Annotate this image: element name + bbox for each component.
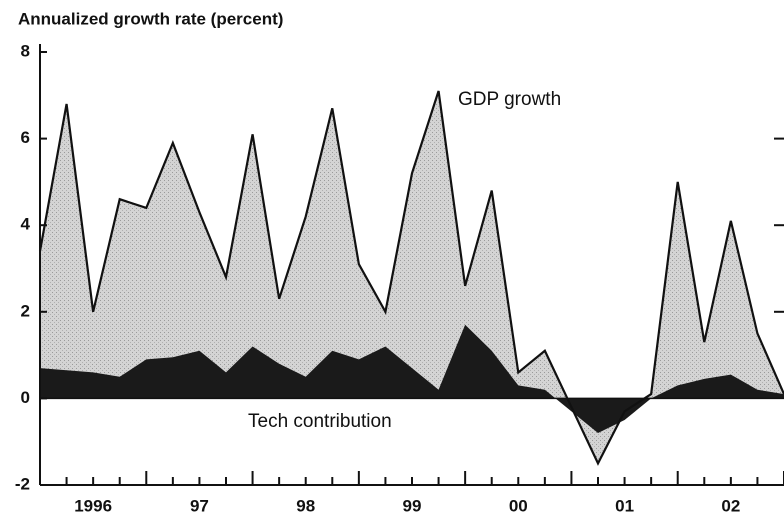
x-tick-label: 99 bbox=[403, 496, 422, 515]
y-tick-label: 2 bbox=[21, 301, 30, 320]
y-tick-label: 6 bbox=[21, 128, 30, 147]
chart-title: Annualized growth rate (percent) bbox=[18, 9, 283, 28]
series-label: Tech contribution bbox=[248, 411, 392, 432]
x-tick-label: 02 bbox=[721, 496, 740, 515]
x-tick-label: 00 bbox=[509, 496, 528, 515]
area bbox=[40, 90, 784, 464]
y-tick-label: -2 bbox=[15, 474, 30, 493]
y-tick-label: 4 bbox=[21, 215, 31, 234]
y-tick-label: 0 bbox=[21, 388, 30, 407]
x-tick-label: 1996 bbox=[74, 496, 112, 515]
area bbox=[40, 324, 784, 434]
line bbox=[38, 90, 784, 466]
x-tick-label: 98 bbox=[296, 496, 315, 515]
x-tick-label: 97 bbox=[190, 496, 209, 515]
y-tick-label: 8 bbox=[21, 41, 30, 60]
series-label: GDP growth bbox=[458, 89, 561, 110]
x-tick-label: 01 bbox=[615, 496, 634, 515]
